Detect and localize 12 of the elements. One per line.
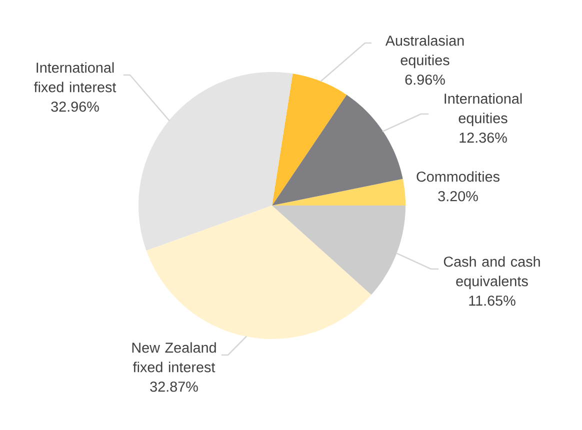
slice-label: Cash and cash equivalents bbox=[444, 256, 540, 290]
data-label: 6.96% bbox=[405, 74, 445, 85]
data-label: 32.96% bbox=[51, 102, 99, 112]
data-label: 12.36% bbox=[460, 132, 507, 143]
slice-label: International equities bbox=[444, 93, 522, 126]
slice-label: New Zealand fixed interest bbox=[132, 342, 216, 372]
data-label: 3.20% bbox=[438, 191, 478, 202]
data-label: 32.87% bbox=[150, 382, 198, 392]
data-label: 11.65% bbox=[469, 296, 516, 306]
slice-label: Australasian equities bbox=[385, 35, 464, 68]
slice-label: Commodities bbox=[416, 171, 500, 182]
slice-label: International fixed interest bbox=[34, 62, 116, 92]
